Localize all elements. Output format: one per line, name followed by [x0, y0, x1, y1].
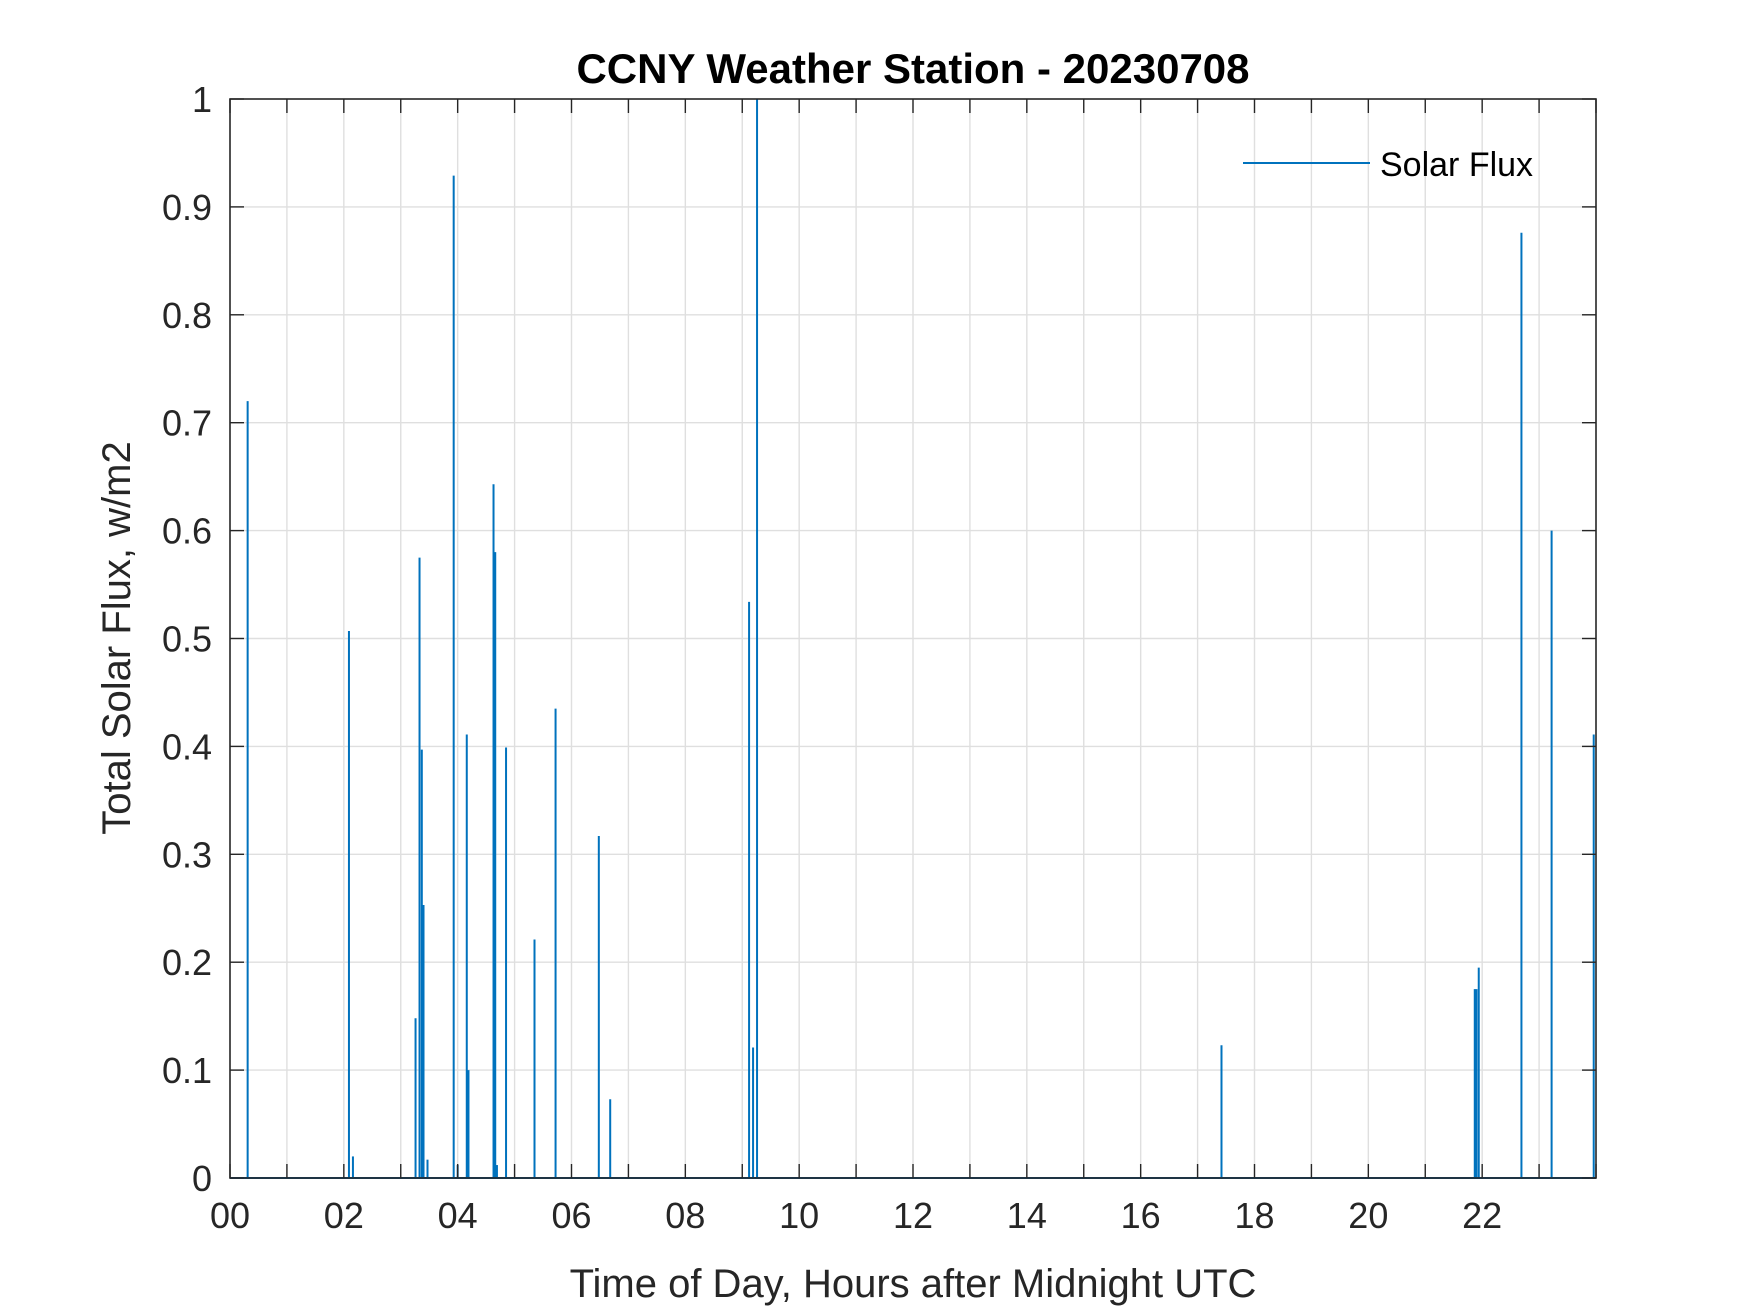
y-tick-label: 0.4: [162, 726, 212, 767]
x-tick-label: 12: [893, 1195, 933, 1236]
y-axis-label: Total Solar Flux, w/m2: [95, 441, 139, 834]
x-tick-label: 04: [438, 1195, 478, 1236]
y-tick-label: 0.6: [162, 511, 212, 552]
y-tick-label: 1: [192, 79, 212, 120]
y-tick-label: 0.5: [162, 619, 212, 660]
x-tick-label: 10: [779, 1195, 819, 1236]
y-tick-label: 0.8: [162, 295, 212, 336]
x-tick-label: 16: [1121, 1195, 1161, 1236]
y-tick-label: 0.1: [162, 1050, 212, 1091]
x-tick-label: 08: [665, 1195, 705, 1236]
x-tick-label: 22: [1462, 1195, 1502, 1236]
ticks: [229, 98, 1597, 1179]
y-tick-label: 0: [192, 1158, 212, 1199]
x-tick-label: 14: [1007, 1195, 1047, 1236]
legend-label-solar-flux: Solar Flux: [1380, 146, 1533, 184]
y-tick-label: 0.2: [162, 942, 212, 983]
chart-title: CCNY Weather Station - 20230708: [576, 45, 1249, 92]
x-tick-label: 20: [1348, 1195, 1388, 1236]
x-tick-labels: 00 02 04 06 08 10 12 14 16 18 20 22: [210, 1195, 1502, 1236]
y-tick-label: 0.9: [162, 187, 212, 228]
y-tick-labels: 0 0.1 0.2 0.3 0.4 0.5 0.6 0.7 0.8 0.9 1: [162, 79, 212, 1199]
y-tick-label: 0.7: [162, 403, 212, 444]
legend: Solar Flux: [1243, 146, 1533, 184]
x-tick-label: 00: [210, 1195, 250, 1236]
x-axis-label: Time of Day, Hours after Midnight UTC: [570, 1262, 1257, 1306]
x-tick-label: 18: [1234, 1195, 1274, 1236]
x-tick-label: 06: [551, 1195, 591, 1236]
x-tick-label: 02: [324, 1195, 364, 1236]
grid: [230, 99, 1596, 1178]
y-tick-label: 0.3: [162, 834, 212, 875]
